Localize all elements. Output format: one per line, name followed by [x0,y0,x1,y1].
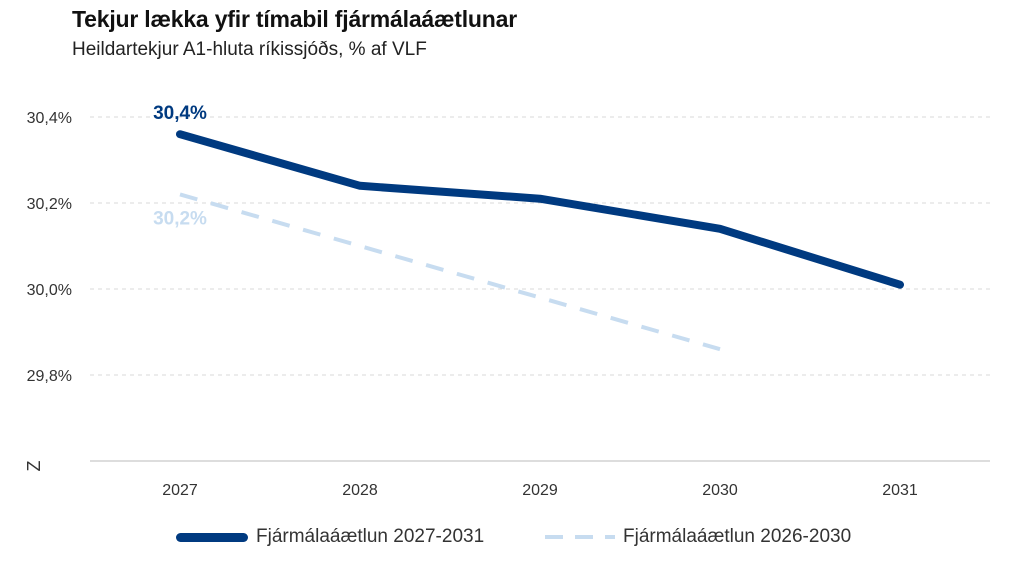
series-line-2027-2031 [176,130,904,289]
x-tick-label: 2028 [342,482,378,499]
data-label: 30,4% [153,103,207,124]
gridlines [90,116,990,376]
data-labels: 30,4% 30,2% [153,103,207,229]
data-label: 30,2% [153,208,207,229]
legend-swatch-dashed [545,535,615,539]
x-tick-labels: 2027 2028 2029 2030 2031 [162,482,918,499]
legend-swatch-solid [176,532,248,542]
series-lines [176,130,904,352]
y-tick-label: 30,4% [27,110,72,127]
legend-item-2027-2031: Fjármálaáætlun 2027-2031 [176,520,484,554]
x-tick-label: 2031 [882,482,918,499]
y-tick-label: 29,8% [27,368,72,385]
axis-break-mark: Z [24,461,44,472]
y-tick-label: 30,0% [27,282,72,299]
chart-subtitle: Heildartekjur A1-hluta ríkissjóðs, % af … [72,39,427,60]
chart-title: Tekjur lækka yfir tímabil fjármálaáætlun… [72,6,517,32]
x-tick-label: 2030 [702,482,738,499]
legend-item-2026-2030: Fjármálaáætlun 2026-2030 [545,520,851,554]
legend: Fjármálaáætlun 2027-2031 Fjármálaáætlun … [0,520,1024,554]
y-tick-labels: 30,4% 30,2% 30,0% 29,8% [27,110,72,385]
line-chart: Z 30,4%30,2%30,0%29,8% 2027 2028 2029 2030 2… [24,103,990,499]
legend-label: Fjármálaáætlun 2026-2030 [623,526,852,547]
legend-label: Fjármálaáætlun 2027-2031 [256,526,485,547]
x-tick-label: 2027 [162,482,198,499]
x-tick-label: 2029 [522,482,558,499]
axes: Z [24,460,990,472]
y-tick-label: 30,2% [27,196,72,213]
